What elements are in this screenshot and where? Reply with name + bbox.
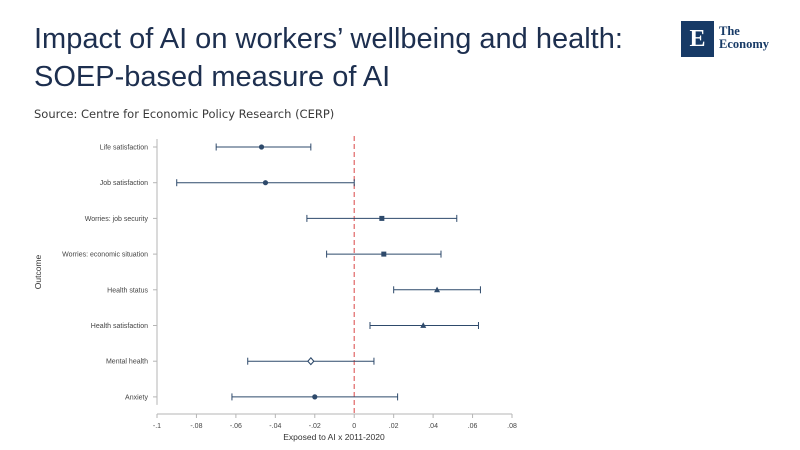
y-axis-label: Outcome <box>33 254 43 289</box>
point-estimate <box>434 286 441 293</box>
x-axis-label: Exposed to AI x 2011-2020 <box>283 432 385 442</box>
logo-text-line2: Economy <box>719 37 769 51</box>
x-tick-label: -.04 <box>269 423 281 430</box>
point-estimate <box>307 356 315 366</box>
the-economy-logo: E The Economy <box>681 21 777 57</box>
point-estimate <box>379 215 385 221</box>
source-note: Source: Centre for Economic Policy Resea… <box>34 107 335 121</box>
logo-mark-icon: E <box>681 21 714 57</box>
point-estimate <box>420 322 427 328</box>
logo-text-line1: The <box>719 24 740 38</box>
y-tick-label: Life satisfaction <box>100 145 148 152</box>
x-tick-label: .04 <box>428 423 438 430</box>
x-tick-label: -.02 <box>309 423 321 430</box>
axes: -.1 -.08 -.06 -.04 -.02 0 .02 .04 .06 .08 Life sat… <box>62 136 517 430</box>
y-tick-label: Health status <box>107 287 148 294</box>
x-tick-label: -.06 <box>230 423 242 430</box>
point-estimate <box>262 180 269 186</box>
y-tick-label: Anxiety <box>125 394 148 401</box>
chart-title-line1: Impact of AI on workers’ wellbeing and h… <box>34 23 623 55</box>
chart-title: Impact of AI on workers’ wellbeing and h… <box>34 20 654 96</box>
point-estimate <box>381 251 387 257</box>
y-tick-label: Worries: economic situation <box>62 252 148 259</box>
y-tick-label: Health satisfaction <box>91 323 148 330</box>
x-tick-label: -.08 <box>190 423 202 430</box>
chart-marks <box>176 143 481 401</box>
x-tick-label: -.1 <box>153 423 161 430</box>
y-tick-label: Mental health <box>106 359 148 366</box>
x-tick-label: .08 <box>507 423 517 430</box>
x-tick-label: .02 <box>389 423 399 430</box>
chart-title-line2: SOEP-based measure of AI <box>34 61 391 93</box>
y-tick-label: Worries: job security <box>85 216 149 223</box>
point-estimate <box>312 394 318 400</box>
x-tick-label: 0 <box>352 423 356 430</box>
y-tick-label: Job satisfaction <box>100 180 148 187</box>
point-estimate <box>258 144 265 150</box>
x-tick-label: .06 <box>468 423 478 430</box>
